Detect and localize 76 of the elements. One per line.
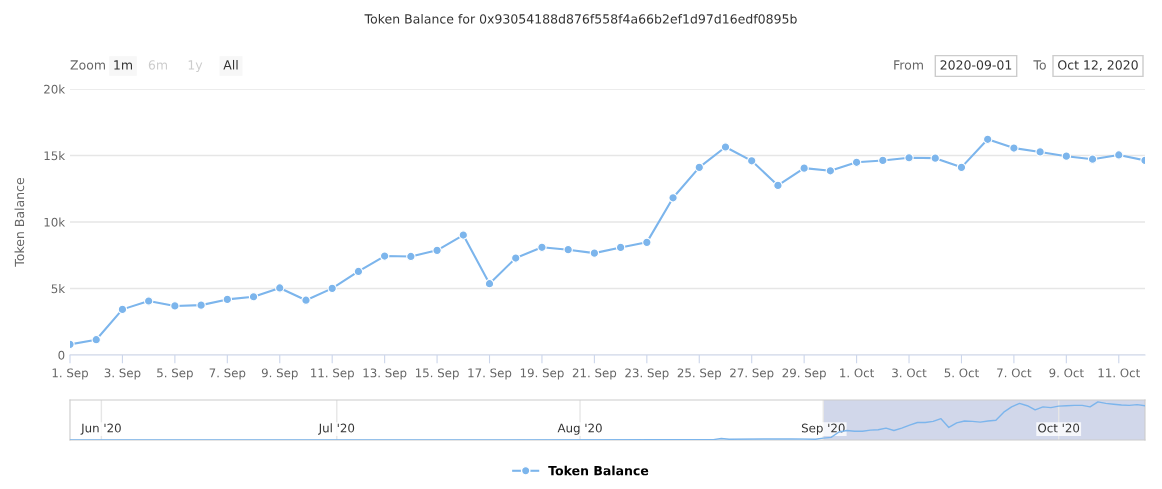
point — [642, 237, 652, 248]
point — [563, 244, 573, 255]
point — [668, 193, 678, 203]
point — [537, 242, 547, 252]
text: All — [223, 59, 238, 70]
point — [851, 157, 862, 168]
point — [196, 300, 206, 310]
text: To — [1033, 60, 1046, 70]
point — [458, 230, 469, 240]
x-tick-label: 21. Sep — [572, 368, 617, 380]
point — [432, 245, 442, 256]
x-tick-label: 9. Oct — [1049, 368, 1084, 378]
y-tick-label: 10k — [44, 217, 66, 227]
point — [327, 283, 337, 294]
point — [589, 248, 600, 258]
point — [930, 153, 940, 163]
point — [91, 334, 101, 345]
y-tick-label: 5k — [51, 284, 66, 294]
point — [956, 162, 967, 173]
x-tick-label: 17. Sep — [468, 368, 512, 380]
x-tick-label: 5. Oct — [944, 368, 979, 378]
x-tick-label: 11. Oct — [1098, 368, 1140, 378]
point — [1009, 143, 1019, 153]
y-tick-label: 20k — [44, 84, 66, 94]
x-tick-label: 29. Sep — [782, 368, 826, 380]
x-tick-label: 3. Oct — [892, 368, 927, 378]
point — [353, 266, 364, 277]
point — [143, 296, 154, 306]
point — [379, 251, 390, 261]
y-axis-title: Token Balance — [14, 177, 25, 267]
text: Oct 12, 2020 — [1058, 60, 1138, 71]
x-tick-label: 27. Sep — [730, 368, 774, 380]
point — [170, 301, 180, 311]
point — [1087, 154, 1098, 164]
x-tick-label: 11. Sep — [311, 368, 354, 380]
legend-label: Token Balance — [548, 465, 649, 476]
x-tick-label: 25. Sep — [677, 368, 722, 380]
chart-title: Token Balance for 0x93054188d876f558f4a66b2ef1d97d16edf0895b — [364, 13, 797, 24]
text: Zoom — [70, 60, 105, 70]
x-tick-label: 23. Sep — [625, 368, 669, 380]
point — [694, 162, 704, 173]
point — [1035, 147, 1045, 157]
x-tick-label: 1. Sep — [52, 368, 88, 380]
x-tick-label: 1. Oct — [840, 368, 875, 378]
point — [117, 304, 128, 315]
point — [799, 163, 809, 173]
point — [773, 180, 783, 191]
x-tick-label: Oct '20 — [1038, 423, 1080, 433]
y-tick-label: 0 — [58, 350, 65, 360]
point — [1114, 150, 1124, 160]
x-tick-label: 7. Sep — [209, 368, 246, 380]
x-tick-label: 3. Sep — [104, 368, 141, 380]
point — [825, 166, 836, 176]
y-tick-label: 15k — [44, 151, 66, 161]
point — [248, 292, 259, 302]
text: 1m — [114, 60, 132, 70]
x-tick-label: 19. Sep — [520, 368, 564, 380]
x-tick-label: 7. Oct — [997, 368, 1032, 378]
point — [746, 156, 757, 166]
point — [904, 153, 914, 163]
point — [1061, 151, 1072, 161]
point — [511, 253, 521, 263]
text: From — [894, 60, 923, 70]
x-tick-label: 15. Sep — [415, 368, 459, 380]
x-tick-label: 5. Sep — [157, 368, 193, 380]
point — [301, 295, 311, 305]
x-tick-label: 9. Sep — [261, 368, 298, 380]
x-tick-label: 13. Sep — [363, 368, 407, 380]
x-tick-label: Jun '20 — [80, 423, 121, 435]
text: 2020-09-01 — [940, 60, 1012, 70]
point — [275, 283, 285, 293]
point — [406, 251, 416, 262]
point — [982, 134, 993, 144]
point — [720, 142, 731, 152]
x-tick-label: Aug '20 — [557, 423, 602, 435]
x-tick-label: Jul '20 — [318, 423, 355, 435]
